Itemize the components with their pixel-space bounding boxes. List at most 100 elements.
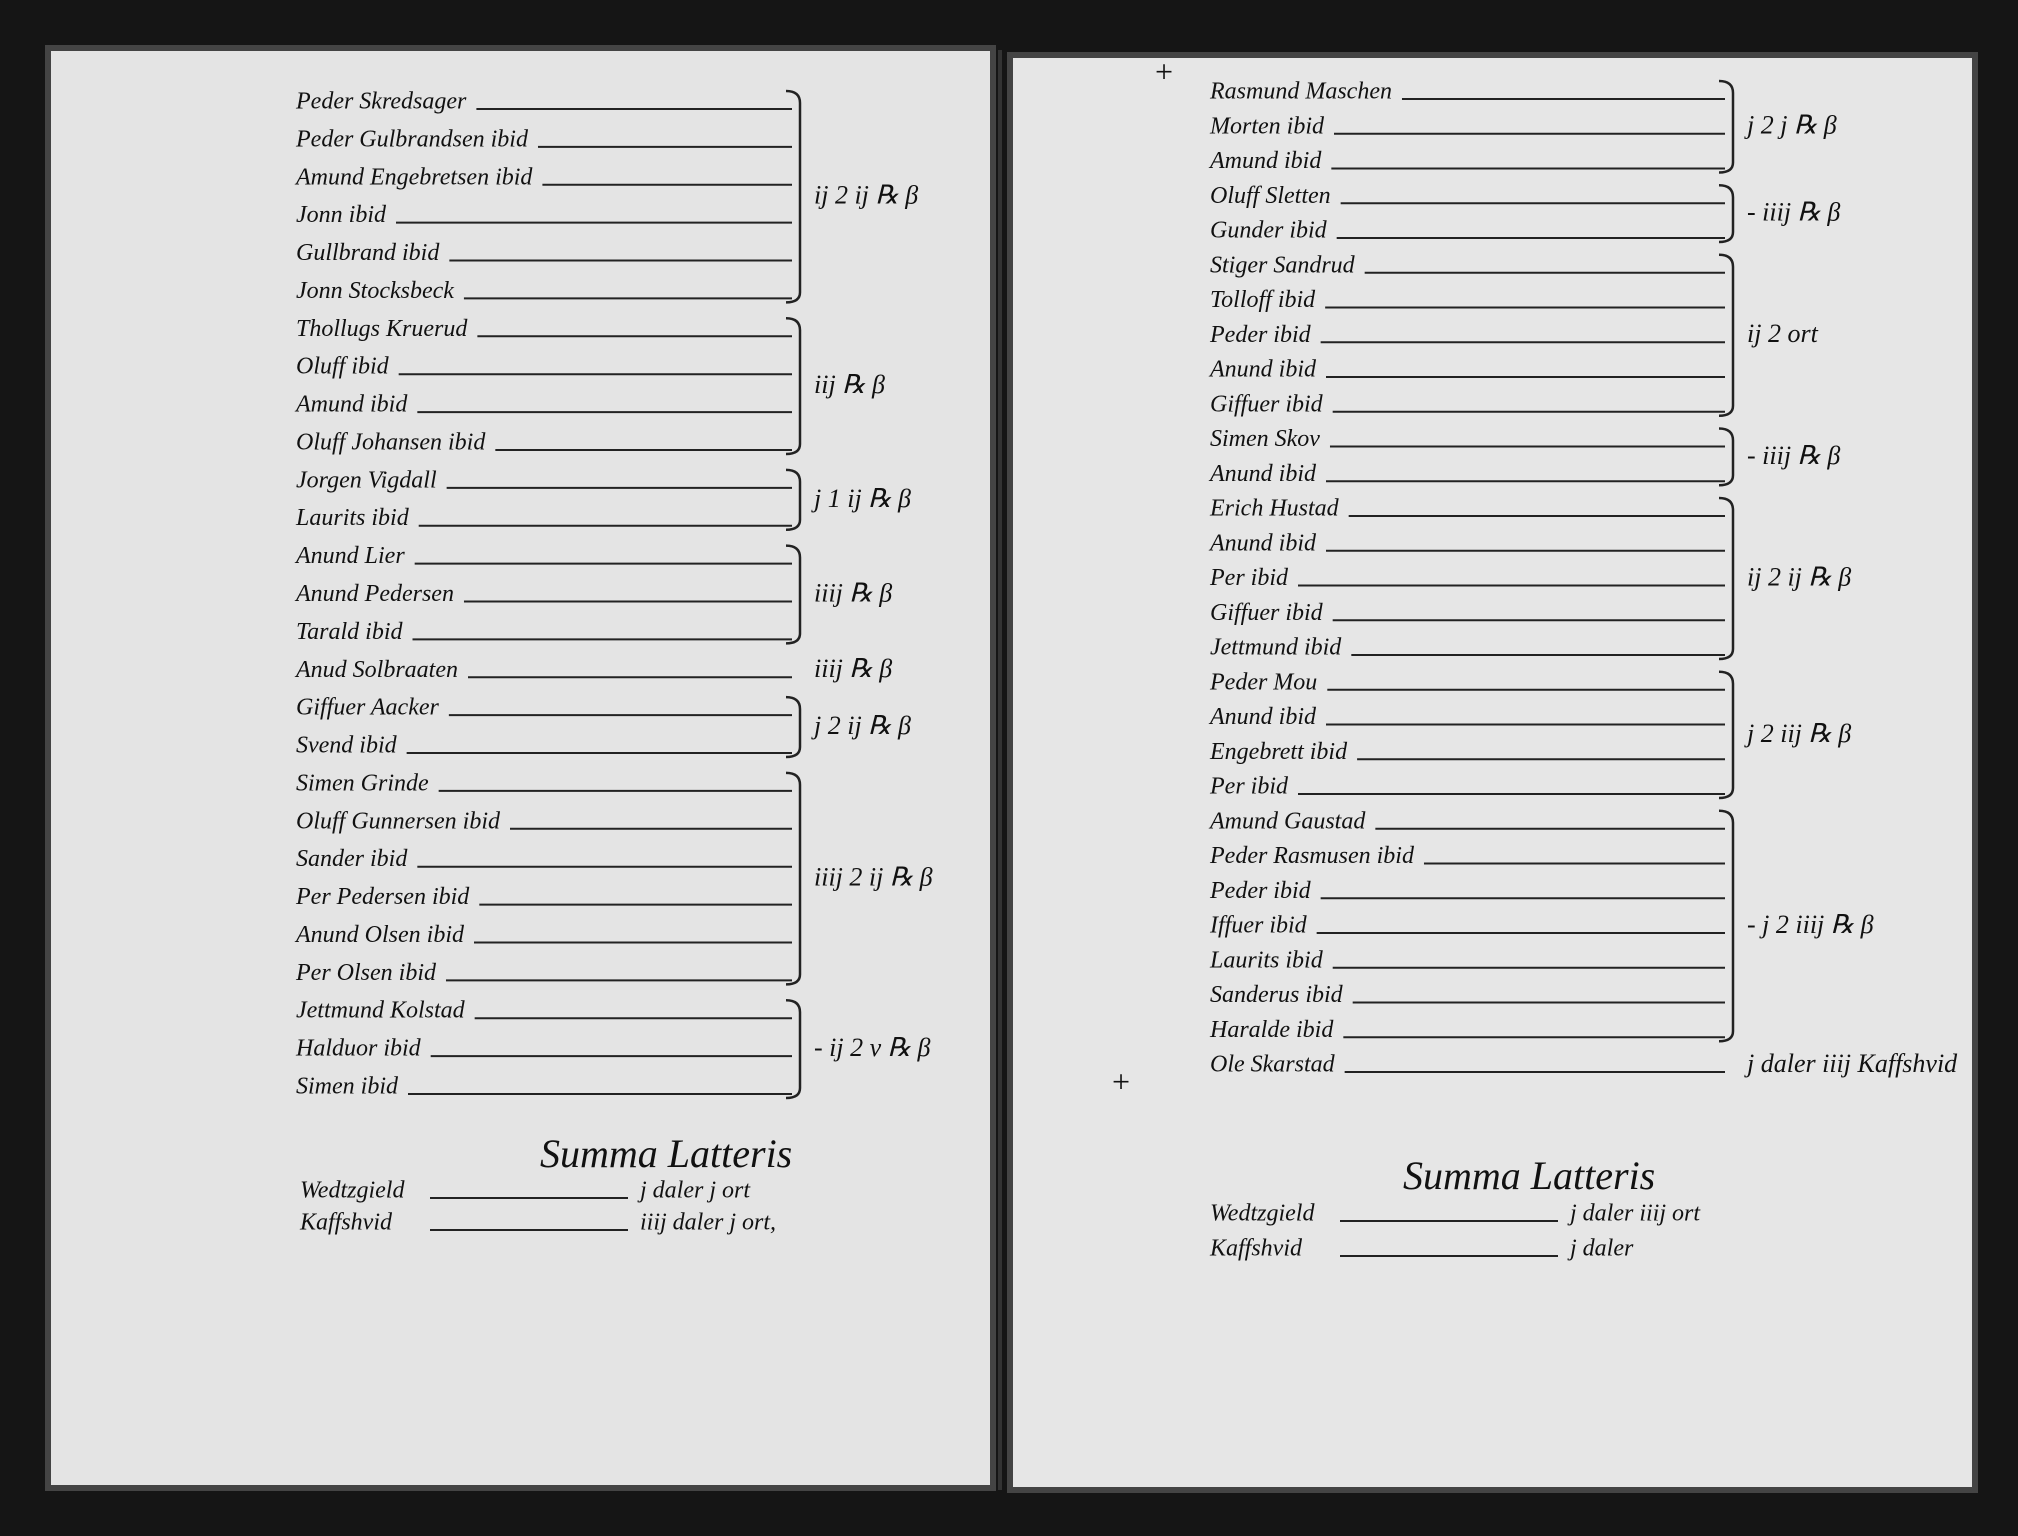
cross-mark: + [1112,1063,1130,1099]
name: Per Olsen ibid [295,960,437,986]
name: Peder Skredsager [295,89,467,115]
name: Sanderus ibid [1210,982,1344,1008]
group-total: iij ℞ β [814,370,885,399]
group-total: j daler iiij Kaffshvid [1744,1049,1958,1078]
name: Oluff ibid [296,354,390,380]
name: Erich Hustad [1209,496,1340,522]
name: Amund Engebretsen ibid [294,164,533,190]
name: Engebrett ibid [1209,739,1348,765]
group-total: - iiij ℞ β [1747,198,1840,227]
name: Giffuer ibid [1210,391,1324,417]
name: Peder ibid [1209,322,1312,348]
name: Peder Rasmusen ibid [1209,843,1415,869]
name: Giffuer ibid [1210,600,1324,626]
name: Jonn ibid [296,202,387,228]
group-total: j 2 iij ℞ β [1744,719,1851,748]
name: Giffuer Aacker [296,695,440,721]
name: Peder Gulbrandsen ibid [295,126,529,152]
summa-label: Wedtzgield [300,1178,405,1204]
summa-label: Kaffshvid [299,1210,393,1236]
name: Anund Lier [294,543,405,569]
name: Iffuer ibid [1209,913,1308,939]
group-brace [785,695,802,759]
name: Anund Pedersen [294,581,454,607]
name: Tolloff ibid [1210,287,1316,313]
name: Oluff Gunnersen ibid [296,808,501,834]
name: Jettmund ibid [1210,635,1342,661]
name: Anund ibid [1208,704,1317,730]
name: Thollugs Kruerud [296,316,468,342]
group-total: j 2 ij ℞ β [811,711,911,740]
group-brace [1718,184,1735,244]
name: Amund ibid [294,392,408,418]
group-total: iiij 2 ij ℞ β [814,863,933,892]
summa-value: j daler [1567,1236,1634,1262]
name: Jonn Stocksbeck [296,278,454,304]
name: Per ibid [1209,774,1289,800]
name: Morten ibid [1209,113,1325,139]
name: Jorgen Vigdall [296,467,437,493]
group-brace [785,89,802,304]
summa-value: j daler iiij ort [1567,1201,1701,1227]
summa-label: Wedtzgield [1210,1201,1315,1227]
group-total: j 1 ij ℞ β [811,484,911,513]
group-total: - j 2 iiij ℞ β [1747,910,1874,939]
name: Gullbrand ibid [296,240,440,266]
name: Svend ibid [296,733,398,759]
group-brace [1718,496,1735,661]
summa-value: j daler j ort [637,1178,751,1204]
group-total: - iiij ℞ β [1747,441,1840,470]
name: Tarald ibid [296,619,403,645]
name: Laurits ibid [1209,947,1324,973]
summa-title: Summa Latteris [1403,1153,1655,1198]
summa-title: Summa Latteris [540,1131,792,1176]
name: Amund Gaustad [1208,808,1366,834]
group-brace [785,468,802,531]
name: Peder Mou [1209,669,1317,695]
group-total: ij 2 ij ℞ β [814,181,918,210]
group-total: ij 2 ort [1747,319,1819,348]
right-page [1007,52,1978,1493]
name: Anund Olsen ibid [294,922,465,948]
group-brace [785,317,802,456]
summa-label: Kaffshvid [1209,1236,1303,1262]
name: Stiger Sandrud [1210,252,1356,278]
group-total: - ij 2 v ℞ β [814,1033,930,1062]
name: Simen Grinde [296,770,429,796]
group-total: iiij ℞ β [814,654,892,683]
name: Per ibid [1209,565,1289,591]
name: Halduor ibid [295,1036,422,1062]
name: Anud Solbraaten [294,657,458,683]
name: Laurits ibid [295,505,410,531]
name: Ole Skarstad [1210,1052,1336,1078]
left-page [45,45,996,1491]
group-brace [1718,809,1735,1043]
name: Anund ibid [1208,461,1317,487]
group-total: iiij ℞ β [814,578,892,607]
cross-mark: + [1155,53,1173,89]
group-brace [1718,670,1735,800]
name: Jettmund Kolstad [296,998,466,1024]
name: Anund ibid [1208,530,1317,556]
name: Haralde ibid [1209,1017,1334,1043]
summa-value: iiij daler j ort, [640,1210,776,1236]
name: Rasmund Maschen [1209,79,1392,105]
name: Anund ibid [1208,357,1317,383]
group-brace [1718,427,1735,487]
group-brace [1718,79,1735,174]
name: Per Pedersen ibid [295,884,470,910]
name: Oluff Johansen ibid [296,429,486,455]
name: Simen ibid [296,1074,399,1100]
name: Sander ibid [296,846,408,872]
group-brace [1718,253,1735,417]
name: Gunder ibid [1210,218,1328,244]
group-brace [785,544,802,645]
name: Oluff Sletten [1210,183,1331,209]
group-brace [785,771,802,986]
name: Peder ibid [1209,878,1312,904]
group-total: ij 2 ij ℞ β [1747,562,1851,591]
group-total: j 2 j ℞ β [1744,111,1837,140]
group-brace [785,998,802,1100]
name: Amund ibid [1208,148,1322,174]
